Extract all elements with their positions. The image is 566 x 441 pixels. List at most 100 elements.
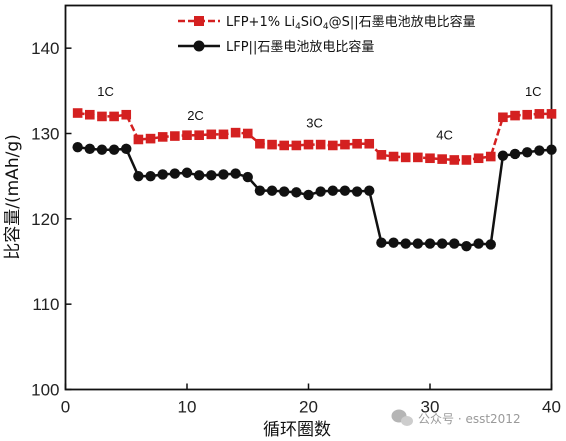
point-lfp-10 xyxy=(181,167,193,178)
point-lfp-li4sio4-32 xyxy=(449,155,460,165)
point-lfp-5 xyxy=(121,143,132,155)
series-lfp-li4sio4 xyxy=(72,108,557,165)
point-lfp-19 xyxy=(291,187,302,198)
point-lfp-25 xyxy=(364,185,375,196)
point-lfp-li4sio4-30 xyxy=(425,153,435,164)
point-lfp-15 xyxy=(242,171,253,183)
point-lfp-li4sio4-2 xyxy=(85,109,95,120)
point-lfp-li4sio4-22 xyxy=(328,140,338,151)
legend: LFP+1% Li4SiO4@S||石墨电池放电比容量 LFP||石墨电池放电比… xyxy=(178,14,476,55)
point-lfp-6 xyxy=(133,170,144,182)
point-lfp-36 xyxy=(497,150,509,161)
point-lfp-li4sio4-20 xyxy=(303,139,314,150)
rate-label-3: 4C xyxy=(436,127,453,142)
point-lfp-18 xyxy=(279,186,290,197)
point-lfp-li4sio4-24 xyxy=(352,138,362,149)
legend-entry-lfp: LFP||石墨电池放电比容量 xyxy=(178,39,374,55)
point-lfp-24 xyxy=(351,186,363,197)
point-lfp-li4sio4-11 xyxy=(194,130,204,141)
point-lfp-li4sio4-4 xyxy=(109,111,119,122)
point-lfp-12 xyxy=(206,170,217,181)
point-lfp-li4sio4-25 xyxy=(364,138,375,149)
point-lfp-li4sio4-38 xyxy=(522,109,532,120)
point-lfp-li4sio4-27 xyxy=(388,151,399,162)
legend-entry-lfp-li4sio4: LFP+1% Li4SiO4@S||石墨电池放电比容量 xyxy=(178,14,476,32)
point-lfp-13 xyxy=(218,169,229,180)
x-tick-label-10: 10 xyxy=(178,398,197,417)
point-lfp-29 xyxy=(412,238,424,249)
series-line-lfp-li4sio4 xyxy=(77,111,552,162)
x-axis-ticks: 0 10 20 30 40 xyxy=(61,383,561,417)
point-lfp-li4sio4-12 xyxy=(206,129,217,140)
point-lfp-li4sio4-34 xyxy=(473,153,484,164)
point-lfp-li4sio4-29 xyxy=(413,152,423,163)
y-tick-label-140: 140 xyxy=(31,39,59,58)
point-lfp-32 xyxy=(449,238,460,249)
point-lfp-3 xyxy=(96,144,108,155)
point-lfp-17 xyxy=(266,185,278,196)
point-lfp-li4sio4-26 xyxy=(376,150,387,160)
x-tick-label-30: 30 xyxy=(421,398,440,417)
point-lfp-30 xyxy=(424,238,436,249)
y-tick-label-130: 130 xyxy=(31,125,59,144)
point-lfp-35 xyxy=(485,239,496,250)
point-lfp-26 xyxy=(376,237,387,248)
point-lfp-22 xyxy=(327,185,338,196)
watermark-text: 公众号 · esst2012 xyxy=(418,412,521,426)
point-lfp-li4sio4-8 xyxy=(157,132,168,142)
point-lfp-li4sio4-37 xyxy=(510,110,520,121)
x-tick-label-0: 0 xyxy=(61,398,70,417)
point-lfp-11 xyxy=(193,170,205,181)
point-lfp-23 xyxy=(339,185,351,196)
watermark: 公众号 · esst2012 xyxy=(391,409,521,426)
legend-label-lfp: LFP||石墨电池放电比容量 xyxy=(226,39,374,55)
point-lfp-8 xyxy=(157,169,168,180)
point-lfp-2 xyxy=(84,143,96,155)
series-layer xyxy=(72,108,557,252)
point-lfp-16 xyxy=(254,185,266,196)
point-lfp-li4sio4-5 xyxy=(121,109,132,120)
x-tick-label-40: 40 xyxy=(542,398,561,417)
y-axis-ticks: 100 110 120 130 140 xyxy=(31,39,72,400)
point-lfp-7 xyxy=(145,170,156,182)
point-lfp-9 xyxy=(169,168,181,179)
point-lfp-1 xyxy=(72,141,83,153)
point-lfp-20 xyxy=(303,189,314,201)
point-lfp-14 xyxy=(230,168,241,179)
point-lfp-li4sio4-16 xyxy=(255,138,265,149)
annotations: 1C 2C 3C 4C 1C xyxy=(97,84,541,143)
point-lfp-li4sio4-31 xyxy=(437,154,447,164)
point-lfp-li4sio4-17 xyxy=(267,139,277,150)
rate-label-1: 2C xyxy=(187,108,204,123)
series-line-lfp xyxy=(77,145,552,248)
point-lfp-li4sio4-39 xyxy=(534,109,545,119)
point-lfp-39 xyxy=(534,145,545,156)
point-lfp-27 xyxy=(388,237,399,248)
point-lfp-33 xyxy=(461,240,472,252)
point-lfp-li4sio4-1 xyxy=(72,108,83,118)
series-lfp xyxy=(72,141,557,252)
point-lfp-21 xyxy=(315,186,326,197)
point-lfp-li4sio4-28 xyxy=(400,152,411,163)
rate-label-0: 1C xyxy=(97,84,114,99)
x-axis-title: 循环圈数 xyxy=(263,420,331,440)
rate-label-4: 1C xyxy=(525,84,542,99)
legend-label-lfp-li4sio4: LFP+1% Li4SiO4@S||石墨电池放电比容量 xyxy=(226,14,476,32)
point-lfp-li4sio4-19 xyxy=(291,140,302,151)
point-lfp-31 xyxy=(436,238,448,249)
point-lfp-li4sio4-9 xyxy=(170,131,180,141)
point-lfp-li4sio4-10 xyxy=(182,130,192,141)
x-tick-label-20: 20 xyxy=(299,398,318,417)
point-lfp-li4sio4-23 xyxy=(340,139,350,150)
point-lfp-li4sio4-3 xyxy=(97,111,107,122)
wechat-icon xyxy=(391,409,413,426)
legend-marker-lfp xyxy=(193,40,205,52)
point-lfp-28 xyxy=(400,238,411,249)
y-tick-label-110: 110 xyxy=(32,295,59,314)
point-lfp-li4sio4-40 xyxy=(546,109,557,119)
legend-marker-lfp-li4sio4 xyxy=(194,16,204,26)
point-lfp-li4sio4-33 xyxy=(461,155,472,165)
point-lfp-4 xyxy=(108,144,120,155)
point-lfp-34 xyxy=(473,238,484,249)
